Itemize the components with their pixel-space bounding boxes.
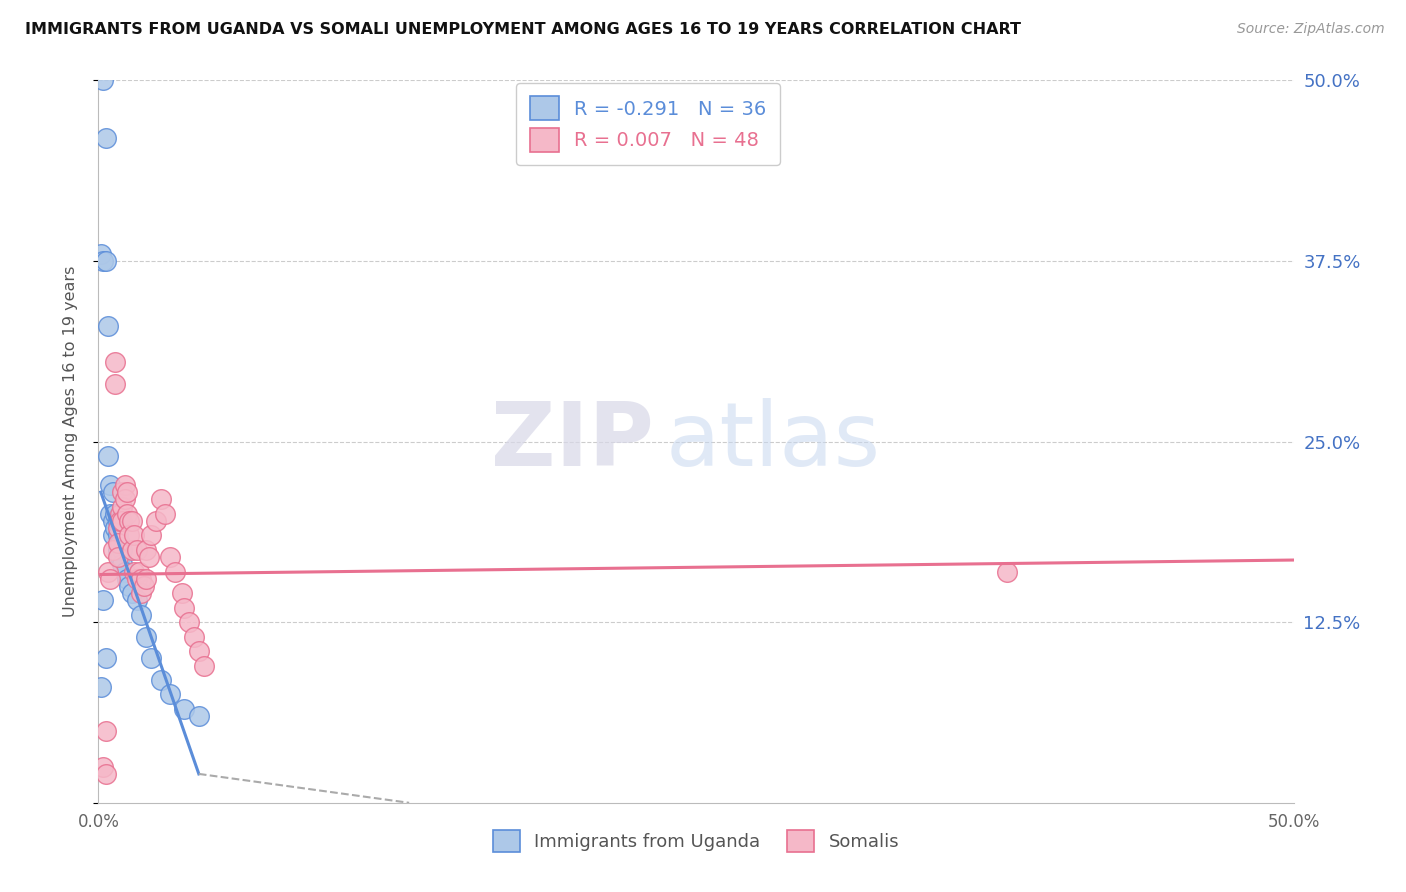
Point [132,579,155,593]
Point [114,478,136,492]
Point [107,550,129,565]
Point [179,615,201,630]
Point [111,558,134,572]
Point [94,253,117,268]
Text: IMMIGRANTS FROM UGANDA VS SOMALI UNEMPLOYMENT AMONG AGES 16 TO 19 YEARS CORRELAT: IMMIGRANTS FROM UGANDA VS SOMALI UNEMPLO… [25,22,1021,37]
Point [118,514,141,528]
Point [115,507,138,521]
Point [149,673,172,687]
Point [138,550,160,565]
Point [98,507,122,521]
Legend: Immigrants from Uganda, Somalis: Immigrants from Uganda, Somalis [485,822,907,859]
Point [193,658,215,673]
Point [108,535,131,549]
Point [149,492,172,507]
Point [183,630,205,644]
Point [91,593,114,607]
Point [107,514,129,528]
Point [135,542,157,557]
Point [104,376,127,391]
Point [101,485,124,500]
Point [108,514,131,528]
Point [173,702,195,716]
Point [155,507,177,521]
Point [115,572,138,586]
Point [172,586,194,600]
Point [108,550,131,565]
Point [131,572,153,586]
Point [125,572,148,586]
Point [118,528,141,542]
Point [159,687,181,701]
Point [114,565,136,579]
Point [90,680,112,694]
Point [111,542,134,557]
Point [107,521,129,535]
Point [108,507,131,521]
Point [163,565,186,579]
Point [94,651,117,665]
Point [94,723,117,738]
Point [107,528,129,542]
Point [97,449,120,463]
Point [124,565,146,579]
Point [111,500,134,514]
Point [118,579,141,593]
Point [125,542,148,557]
Text: atlas: atlas [666,398,882,485]
Point [107,535,129,549]
Point [91,253,114,268]
Point [131,586,153,600]
Text: Source: ZipAtlas.com: Source: ZipAtlas.com [1237,22,1385,37]
Point [90,246,112,260]
Point [97,318,120,333]
Point [107,542,129,557]
Point [111,485,134,500]
Point [128,565,150,579]
Point [111,514,134,528]
Point [91,73,114,87]
Text: ZIP: ZIP [491,398,654,485]
Point [104,507,127,521]
Point [187,644,209,658]
Point [121,586,143,600]
Point [124,528,146,542]
Point [115,485,138,500]
Point [98,572,122,586]
Point [995,565,1018,579]
Point [104,355,127,369]
Point [121,514,143,528]
Point [101,542,124,557]
Point [135,572,157,586]
Point [101,514,124,528]
Point [98,478,122,492]
Point [139,528,162,542]
Point [91,760,114,774]
Point [101,528,124,542]
Point [94,767,117,781]
Point [159,550,181,565]
Point [131,607,153,622]
Point [145,514,167,528]
Point [114,492,136,507]
Point [187,709,209,723]
Point [104,521,127,535]
Point [125,593,148,607]
Y-axis label: Unemployment Among Ages 16 to 19 years: Unemployment Among Ages 16 to 19 years [63,266,77,617]
Point [173,600,195,615]
Point [121,542,143,557]
Point [139,651,162,665]
Point [94,131,117,145]
Point [135,630,157,644]
Point [97,565,120,579]
